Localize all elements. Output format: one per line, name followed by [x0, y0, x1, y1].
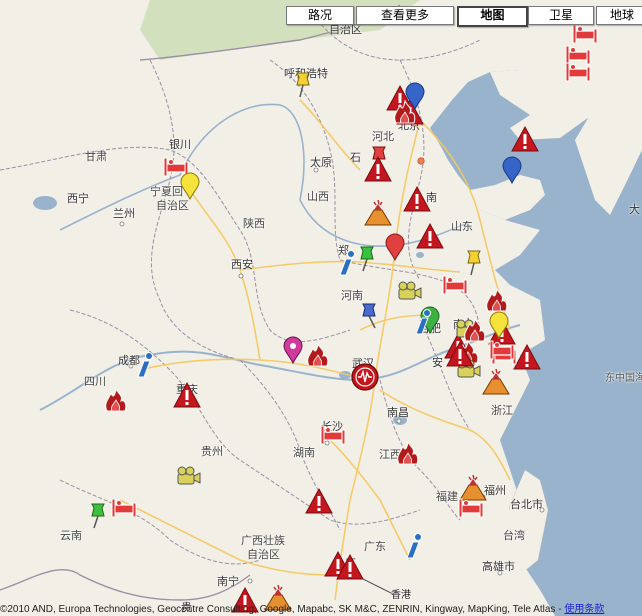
warning-marker-icon[interactable]	[304, 487, 334, 517]
pushpin-blue-marker-icon[interactable]	[353, 300, 383, 330]
map-label: 香港	[391, 590, 411, 601]
map-label: 河南	[341, 289, 363, 302]
more-button[interactable]: 查看更多	[356, 6, 454, 25]
map-label: 成都	[118, 354, 140, 367]
map-label: 南昌	[387, 406, 409, 419]
pin-blue-marker-icon[interactable]	[497, 155, 527, 185]
map-label: 陕西	[243, 217, 265, 230]
map-label: 台湾	[503, 529, 525, 542]
warning-marker-icon[interactable]	[335, 553, 365, 583]
map-label: 台北市	[510, 498, 543, 511]
fire-marker-icon[interactable]	[460, 315, 490, 345]
map-label: 南宁	[217, 575, 239, 588]
camera-marker-icon[interactable]	[393, 277, 423, 307]
circle-wave-marker-icon[interactable]	[350, 362, 380, 392]
warning-marker-icon[interactable]	[415, 222, 445, 252]
pin-magenta-marker-icon[interactable]	[278, 335, 308, 365]
map-label: 浙江	[491, 404, 513, 417]
lodging-marker-icon[interactable]	[440, 270, 470, 300]
map-label: 自治区	[329, 23, 362, 36]
warning-marker-icon[interactable]	[402, 185, 432, 215]
map-label: 广西壮族	[241, 534, 285, 547]
lodging-marker-icon[interactable]	[563, 40, 593, 70]
warning-marker-icon[interactable]	[363, 155, 393, 185]
pin-yellow-marker-icon[interactable]	[175, 171, 205, 201]
info-marker-icon[interactable]	[130, 351, 160, 381]
map-label: 银川	[169, 138, 191, 151]
fire-marker-icon[interactable]	[101, 385, 131, 415]
fire-marker-icon[interactable]	[303, 340, 333, 370]
fire-marker-icon[interactable]	[393, 438, 423, 468]
terms-link[interactable]: 使用条款	[564, 604, 605, 615]
map-label: 甘肃	[85, 150, 107, 163]
qinghai-lake	[33, 196, 57, 210]
pin-blue-marker-icon[interactable]	[400, 81, 430, 111]
warning-marker-icon[interactable]	[512, 343, 542, 373]
lodging-marker-icon[interactable]	[563, 57, 593, 87]
warning-marker-icon[interactable]	[230, 586, 260, 616]
map-label: 西安	[231, 258, 253, 271]
map-label: 福建	[436, 490, 458, 503]
map-label: 高雄市	[482, 560, 515, 573]
info-marker-icon[interactable]	[332, 249, 362, 279]
map-label: 广东	[364, 540, 386, 553]
map-label: 贵	[181, 601, 192, 614]
map-label: 四川	[84, 375, 106, 388]
warning-marker-icon[interactable]	[445, 340, 475, 370]
map-label: 石	[350, 151, 361, 164]
volcano-marker-icon[interactable]	[263, 583, 293, 613]
map-label: 安	[432, 356, 443, 369]
volcano-marker-icon[interactable]	[458, 473, 488, 503]
pushpin-green-marker-icon[interactable]	[351, 243, 381, 273]
pushpin-yellow-marker-icon[interactable]	[458, 247, 488, 277]
map-label: 河北	[372, 130, 394, 143]
fire-marker-icon[interactable]	[482, 285, 512, 315]
warning-marker-icon[interactable]	[510, 125, 540, 155]
map-label: 大	[629, 203, 640, 216]
copyright-bar: ©2010 AND, Europa Technologies, Geocentr…	[0, 600, 604, 615]
lodging-marker-icon[interactable]	[318, 420, 348, 450]
map-label: 宁夏回	[150, 185, 183, 198]
map-label: 福州	[484, 484, 506, 497]
map-label: 兰州	[113, 207, 135, 220]
copyright-text: ©2010 AND, Europa Technologies, Geocentr…	[0, 604, 565, 615]
pushpin-yellow-marker-icon[interactable]	[287, 69, 317, 99]
pin-yellow-marker-icon[interactable]	[484, 310, 514, 340]
map-label: 山西	[307, 190, 329, 203]
fire-marker-icon[interactable]	[390, 97, 420, 127]
map-label: 云南	[60, 529, 82, 542]
camera-marker-icon[interactable]	[172, 462, 202, 492]
map-label: 山东	[451, 220, 473, 233]
lodging-marker-icon[interactable]	[456, 493, 486, 523]
traffic-button[interactable]: 路况	[286, 6, 354, 25]
map-label: 西宁	[67, 192, 89, 205]
map-label: 郑	[338, 244, 349, 257]
map-label: 东中国海	[605, 373, 642, 384]
korea-land	[560, 35, 642, 215]
map-label: 南	[426, 191, 437, 204]
map-label: 江西	[379, 448, 401, 461]
map-type-button[interactable]: 地图	[457, 6, 528, 27]
lodging-marker-icon[interactable]	[570, 19, 600, 49]
volcano-marker-icon[interactable]	[481, 367, 511, 397]
info-marker-icon[interactable]	[408, 308, 438, 338]
map-label: 太原	[310, 156, 332, 169]
map-label: 自治区	[156, 199, 189, 212]
volcano-marker-icon[interactable]	[363, 198, 393, 228]
lodging-marker-icon[interactable]	[487, 335, 517, 365]
info-marker-icon[interactable]	[399, 532, 429, 562]
warning-marker-icon[interactable]	[172, 381, 202, 411]
terrain-type-button[interactable]: 地球	[596, 6, 642, 25]
satellite-type-button[interactable]: 卫星	[528, 6, 594, 25]
pushpin-green-marker-icon[interactable]	[82, 500, 112, 530]
province-borders	[0, 9, 481, 565]
pin-red-marker-icon[interactable]	[380, 232, 410, 262]
map-label: 贵州	[201, 445, 223, 458]
map-label: 湖南	[293, 446, 315, 459]
lodging-marker-icon[interactable]	[109, 493, 139, 523]
map-label: 自治区	[247, 548, 280, 561]
